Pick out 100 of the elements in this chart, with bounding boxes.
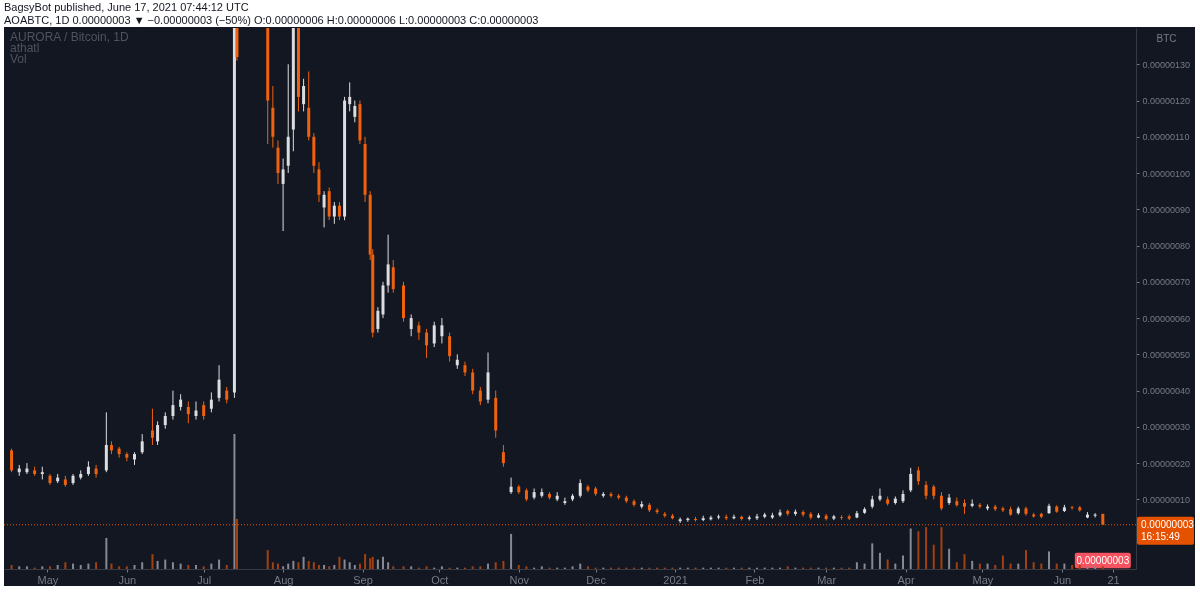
x-tick-label: Aug — [273, 573, 294, 586]
bar — [297, 562, 300, 569]
bar — [302, 556, 305, 569]
bar — [510, 533, 513, 569]
candlestick — [655, 507, 659, 515]
bar — [156, 560, 159, 569]
candlestick — [448, 332, 452, 363]
bar — [48, 566, 51, 569]
x-tick-label: Feb — [745, 573, 765, 586]
bar — [25, 566, 28, 569]
ref-line-label: 0.00000003 — [1141, 518, 1195, 530]
bar — [886, 559, 889, 569]
bar — [1032, 562, 1035, 569]
candlestick — [609, 491, 613, 499]
x-tick-label: May — [37, 573, 59, 586]
bar — [235, 519, 238, 569]
bar — [878, 552, 881, 569]
bar — [479, 566, 482, 569]
text: BagsyBot published, June 17, 2021 07:44:12 UTC — [4, 1, 250, 14]
bar — [440, 566, 443, 569]
bar — [225, 564, 228, 569]
y-tick-label: 0.00000120 — [1142, 96, 1191, 107]
candlestick — [391, 259, 395, 294]
bar — [986, 563, 989, 569]
y-tick-label: 0.00000020 — [1142, 458, 1191, 469]
bar — [963, 554, 966, 569]
bar — [64, 562, 67, 569]
candlestick — [440, 317, 444, 344]
candlestick — [840, 514, 844, 521]
bar — [210, 563, 213, 569]
y-tick-label: 0.00000050 — [1142, 349, 1191, 360]
bar — [871, 543, 874, 569]
candlestick — [186, 400, 190, 424]
bar — [863, 563, 866, 569]
candlestick — [1093, 512, 1097, 519]
bar — [79, 564, 82, 569]
y-tick-label: 0.00000080 — [1142, 241, 1191, 252]
bar — [18, 566, 21, 569]
bar — [948, 548, 951, 569]
bar — [487, 563, 490, 569]
text: 16:15:49 — [1141, 530, 1181, 542]
bar — [292, 560, 295, 569]
bar — [87, 563, 90, 569]
bar — [586, 566, 589, 569]
candlestick — [947, 493, 951, 506]
candlestick — [463, 361, 467, 377]
candlestick — [409, 313, 413, 337]
bar — [1040, 563, 1043, 569]
bar — [72, 563, 75, 569]
candlestick — [156, 420, 160, 446]
candlestick — [140, 433, 144, 455]
bar — [338, 556, 341, 569]
bar — [1094, 566, 1097, 569]
candlestick — [501, 444, 505, 468]
bar — [932, 544, 935, 569]
bar — [118, 566, 121, 569]
bar — [1101, 566, 1104, 569]
x-tick-label: 21 — [1107, 573, 1120, 586]
bar — [382, 556, 384, 569]
candlestick — [332, 201, 336, 225]
y-tick-label: 0.00000030 — [1142, 422, 1191, 433]
candlestick — [901, 489, 905, 504]
candlestick — [778, 509, 782, 518]
bar — [1048, 551, 1051, 569]
bar — [348, 562, 351, 569]
bar — [571, 566, 574, 569]
bar — [917, 531, 920, 569]
bar — [187, 564, 190, 569]
candlestick — [755, 513, 759, 521]
bar — [540, 566, 543, 569]
bar — [141, 562, 144, 569]
bar — [317, 564, 320, 569]
bar — [1055, 563, 1058, 569]
candlestick — [322, 190, 326, 228]
y-tick-label: 0.00000010 — [1142, 494, 1191, 505]
chart-title: Vol — [10, 52, 27, 66]
bar — [358, 563, 361, 569]
bar — [1086, 566, 1089, 569]
text: AOABTC, 1D 0.00000003 ▼ −0.00000003 (−50%) O:0.00000006 H:0.00000006 L:0.00000003 C:0.00000003 — [4, 14, 540, 27]
bar — [786, 566, 789, 569]
bar — [95, 562, 98, 569]
bar — [1001, 555, 1004, 569]
candlestick — [217, 364, 221, 402]
bar — [410, 566, 413, 569]
y-tick-label: 0.00000100 — [1142, 168, 1191, 179]
bar — [425, 566, 428, 569]
bar — [1024, 550, 1027, 569]
y-tick-label: 0.00000040 — [1142, 386, 1191, 397]
bar — [855, 562, 858, 569]
bar — [271, 562, 274, 569]
bar — [276, 563, 279, 569]
bar — [133, 564, 136, 569]
bar — [940, 527, 943, 569]
candlestick — [281, 158, 285, 232]
bar — [392, 566, 395, 569]
bar — [1078, 564, 1081, 569]
x-tick-label: Sep — [353, 573, 373, 586]
candlestick — [337, 201, 341, 221]
bar — [502, 560, 505, 569]
y-tick-label: 0.00000110 — [1142, 132, 1190, 143]
